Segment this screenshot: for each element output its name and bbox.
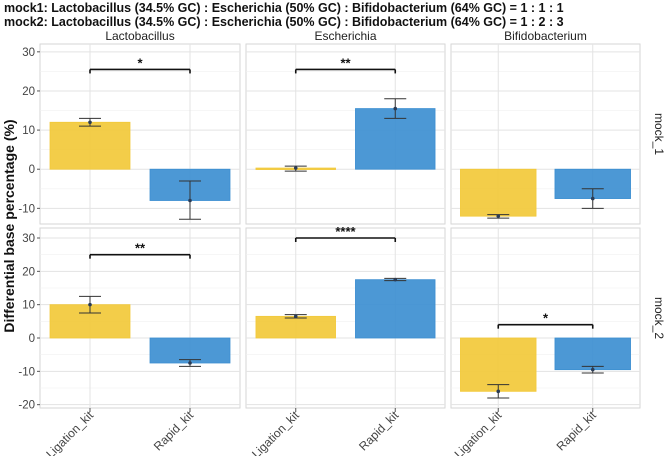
x-tick-label: Ligation_kit	[452, 408, 505, 456]
row-strip-label: mock_1	[652, 113, 666, 155]
column-strip-label: Escherichia	[314, 29, 376, 43]
column-strip-label: Bifidobacterium	[504, 29, 587, 43]
y-tick-label: 30	[22, 47, 35, 59]
y-tick-label: -10	[18, 203, 35, 215]
data-point	[188, 198, 192, 203]
data-point	[496, 389, 501, 394]
x-tick-label: Ligation_kit	[43, 408, 96, 456]
data-point	[590, 196, 595, 201]
bar	[460, 337, 537, 392]
significance-label: ****	[335, 224, 356, 239]
significance-label: **	[135, 241, 146, 256]
title-line-1: mock1: Lactobacillus (34.5% GC) : Escher…	[4, 1, 564, 15]
y-tick-label: 0	[29, 333, 35, 345]
x-tick-label: Rapid_kit	[554, 408, 600, 454]
data-point	[188, 361, 192, 365]
bar	[554, 337, 631, 371]
significance-label: *	[137, 55, 143, 70]
bar	[460, 168, 537, 217]
bar	[255, 315, 336, 339]
data-point	[293, 314, 298, 319]
data-point	[88, 302, 92, 307]
significance-label: *	[543, 311, 549, 326]
bar	[355, 279, 436, 339]
x-tick-label: Rapid_kit	[151, 408, 197, 454]
plot-area: Lactobacillus Escherichia Bifidobacterium m…	[18, 29, 666, 456]
y-tick-label: 10	[22, 300, 35, 312]
x-tick-label: Rapid_kit	[356, 408, 402, 454]
bar	[149, 337, 231, 364]
y-tick-label: 10	[22, 125, 35, 137]
y-tick-label: 30	[22, 233, 35, 245]
bar	[49, 121, 131, 170]
y-tick-label: 20	[22, 86, 35, 98]
data-point	[590, 367, 595, 372]
x-tick-label: Ligation_kit	[249, 408, 302, 456]
significance-label: **	[340, 55, 351, 70]
row-strip-label: mock_2	[652, 297, 666, 339]
y-tick-label: 0	[29, 164, 35, 176]
data-point	[496, 214, 501, 218]
data-point	[393, 277, 398, 282]
data-point	[293, 166, 298, 170]
y-axis-label: Differential base percentage (%)	[1, 119, 17, 332]
data-point	[88, 120, 92, 125]
title-line-2: mock2: Lactobacillus (34.5% GC) : Escher…	[4, 15, 564, 29]
y-tick-label: 20	[22, 266, 35, 278]
y-tick-label: -20	[18, 400, 35, 412]
y-tick-label: -10	[18, 366, 35, 378]
column-strip-label: Lactobacillus	[105, 29, 174, 43]
data-point	[393, 106, 398, 111]
